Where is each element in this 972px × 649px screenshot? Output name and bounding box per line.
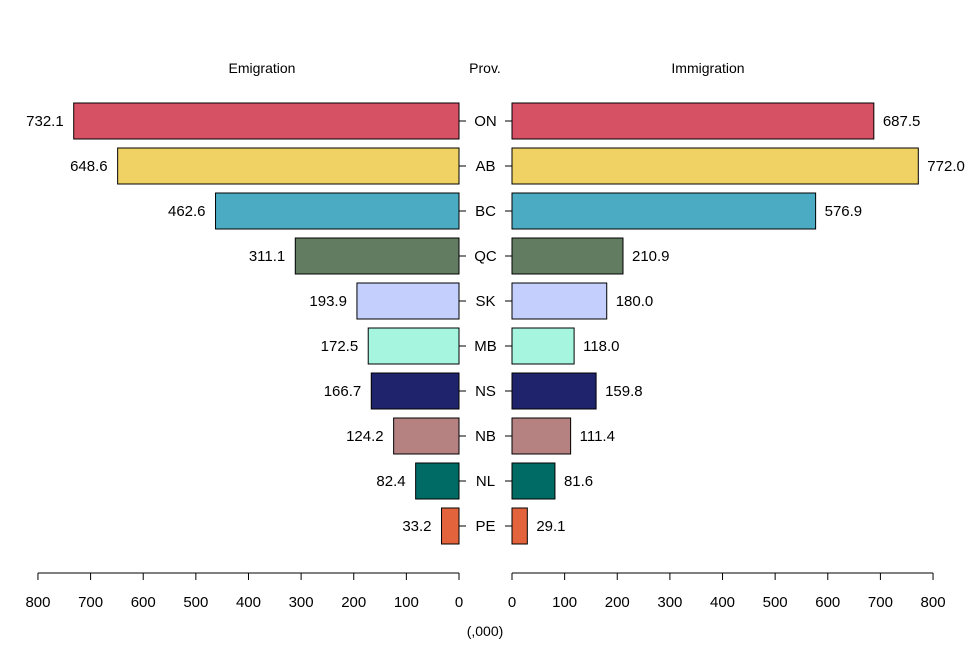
province-label-pe: PE [475, 518, 495, 535]
left-axis-tick-label: 400 [236, 594, 261, 611]
immigration-value-sk: 180.0 [616, 293, 654, 310]
province-header: Prov. [469, 60, 501, 76]
emigration-bar-nl [415, 462, 460, 500]
province-label-sk: SK [475, 293, 495, 310]
emigration-value-ns: 166.7 [324, 383, 362, 400]
immigration-value-on: 687.5 [883, 113, 921, 130]
immigration-bar-qc [511, 237, 624, 275]
emigration-value-nl: 82.4 [376, 473, 405, 490]
emigration-bar-mb [367, 327, 460, 365]
immigration-bar-bc [511, 192, 817, 230]
emigration-value-pe: 33.2 [402, 518, 431, 535]
province-label-mb: MB [474, 338, 497, 355]
province-label-qc: QC [474, 248, 497, 265]
immigration-bar-pe [511, 507, 528, 545]
immigration-bar-nl [511, 462, 556, 500]
immigration-axis: 0 100 200 300 400 500 600 700 800 [508, 572, 946, 611]
right-axis-tick-label: 200 [605, 594, 630, 611]
emigration-bars: 732.1 648.6 462.6 311.1 193.9 172.5 166.7 124.2… [26, 102, 460, 545]
left-axis-tick-label: 300 [289, 594, 314, 611]
left-axis-tick-label: 700 [78, 594, 103, 611]
left-axis-tick-label: 600 [131, 594, 156, 611]
left-axis-tick-label: 800 [25, 594, 50, 611]
emigration-value-ab: 648.6 [70, 158, 108, 175]
immigration-value-ns: 159.8 [605, 383, 643, 400]
province-label-bc: BC [475, 203, 496, 220]
province-labels: ON AB BC QC SK MB NS NB NL PE [459, 113, 512, 535]
emigration-bar-ab [117, 147, 460, 185]
emigration-bar-nb [393, 417, 460, 455]
right-axis-tick-label: 800 [921, 594, 946, 611]
emigration-bar-sk [356, 282, 460, 320]
right-axis-tick-label: 500 [763, 594, 788, 611]
right-axis-tick-label: 700 [868, 594, 893, 611]
left-axis-tick-label: 0 [455, 594, 463, 611]
immigration-bar-on [511, 102, 875, 140]
immigration-value-nb: 111.4 [580, 428, 615, 445]
emigration-bar-pe [441, 507, 460, 545]
immigration-bar-ns [511, 372, 597, 410]
emigration-value-nb: 124.2 [346, 428, 384, 445]
emigration-value-bc: 462.6 [168, 203, 206, 220]
immigration-value-qc: 210.9 [632, 248, 670, 265]
province-label-nb: NB [475, 428, 496, 445]
emigration-value-on: 732.1 [26, 113, 64, 130]
emigration-value-sk: 193.9 [309, 293, 347, 310]
emigration-bar-qc [294, 237, 460, 275]
left-axis-tick-label: 500 [183, 594, 208, 611]
emigration-axis: 0 100 200 300 400 500 600 700 800 [25, 572, 463, 611]
immigration-value-ab: 772.0 [927, 158, 965, 175]
emigration-bar-bc [215, 192, 460, 230]
right-axis-tick-label: 100 [552, 594, 577, 611]
immigration-value-pe: 29.1 [536, 518, 565, 535]
right-axis-tick-label: 300 [657, 594, 682, 611]
unit-label: (,000) [467, 623, 504, 639]
emigration-value-qc: 311.1 [249, 248, 285, 265]
province-label-on: ON [474, 113, 497, 130]
immigration-value-bc: 576.9 [825, 203, 863, 220]
immigration-value-nl: 81.6 [564, 473, 593, 490]
right-axis-tick-label: 600 [815, 594, 840, 611]
immigration-value-mb: 118.0 [583, 338, 619, 355]
emigration-bar-ns [370, 372, 460, 410]
province-label-ab: AB [475, 158, 495, 175]
immigration-header: Immigration [671, 60, 744, 76]
province-label-ns: NS [475, 383, 496, 400]
province-label-nl: NL [476, 473, 495, 490]
right-axis-tick-label: 0 [508, 594, 516, 611]
left-axis-tick-label: 200 [341, 594, 366, 611]
immigration-bar-mb [511, 327, 575, 365]
left-axis-tick-label: 100 [394, 594, 419, 611]
immigration-bar-nb [511, 417, 572, 455]
immigration-bar-ab [511, 147, 919, 185]
immigration-bars: 687.5 772.0 576.9 210.9 180.0 118.0 159.8 111.4… [511, 102, 965, 545]
emigration-bar-on [73, 102, 460, 140]
emigration-value-mb: 172.5 [321, 338, 359, 355]
emigration-header: Emigration [229, 60, 296, 76]
immigration-bar-sk [511, 282, 608, 320]
right-axis-tick-label: 400 [710, 594, 735, 611]
